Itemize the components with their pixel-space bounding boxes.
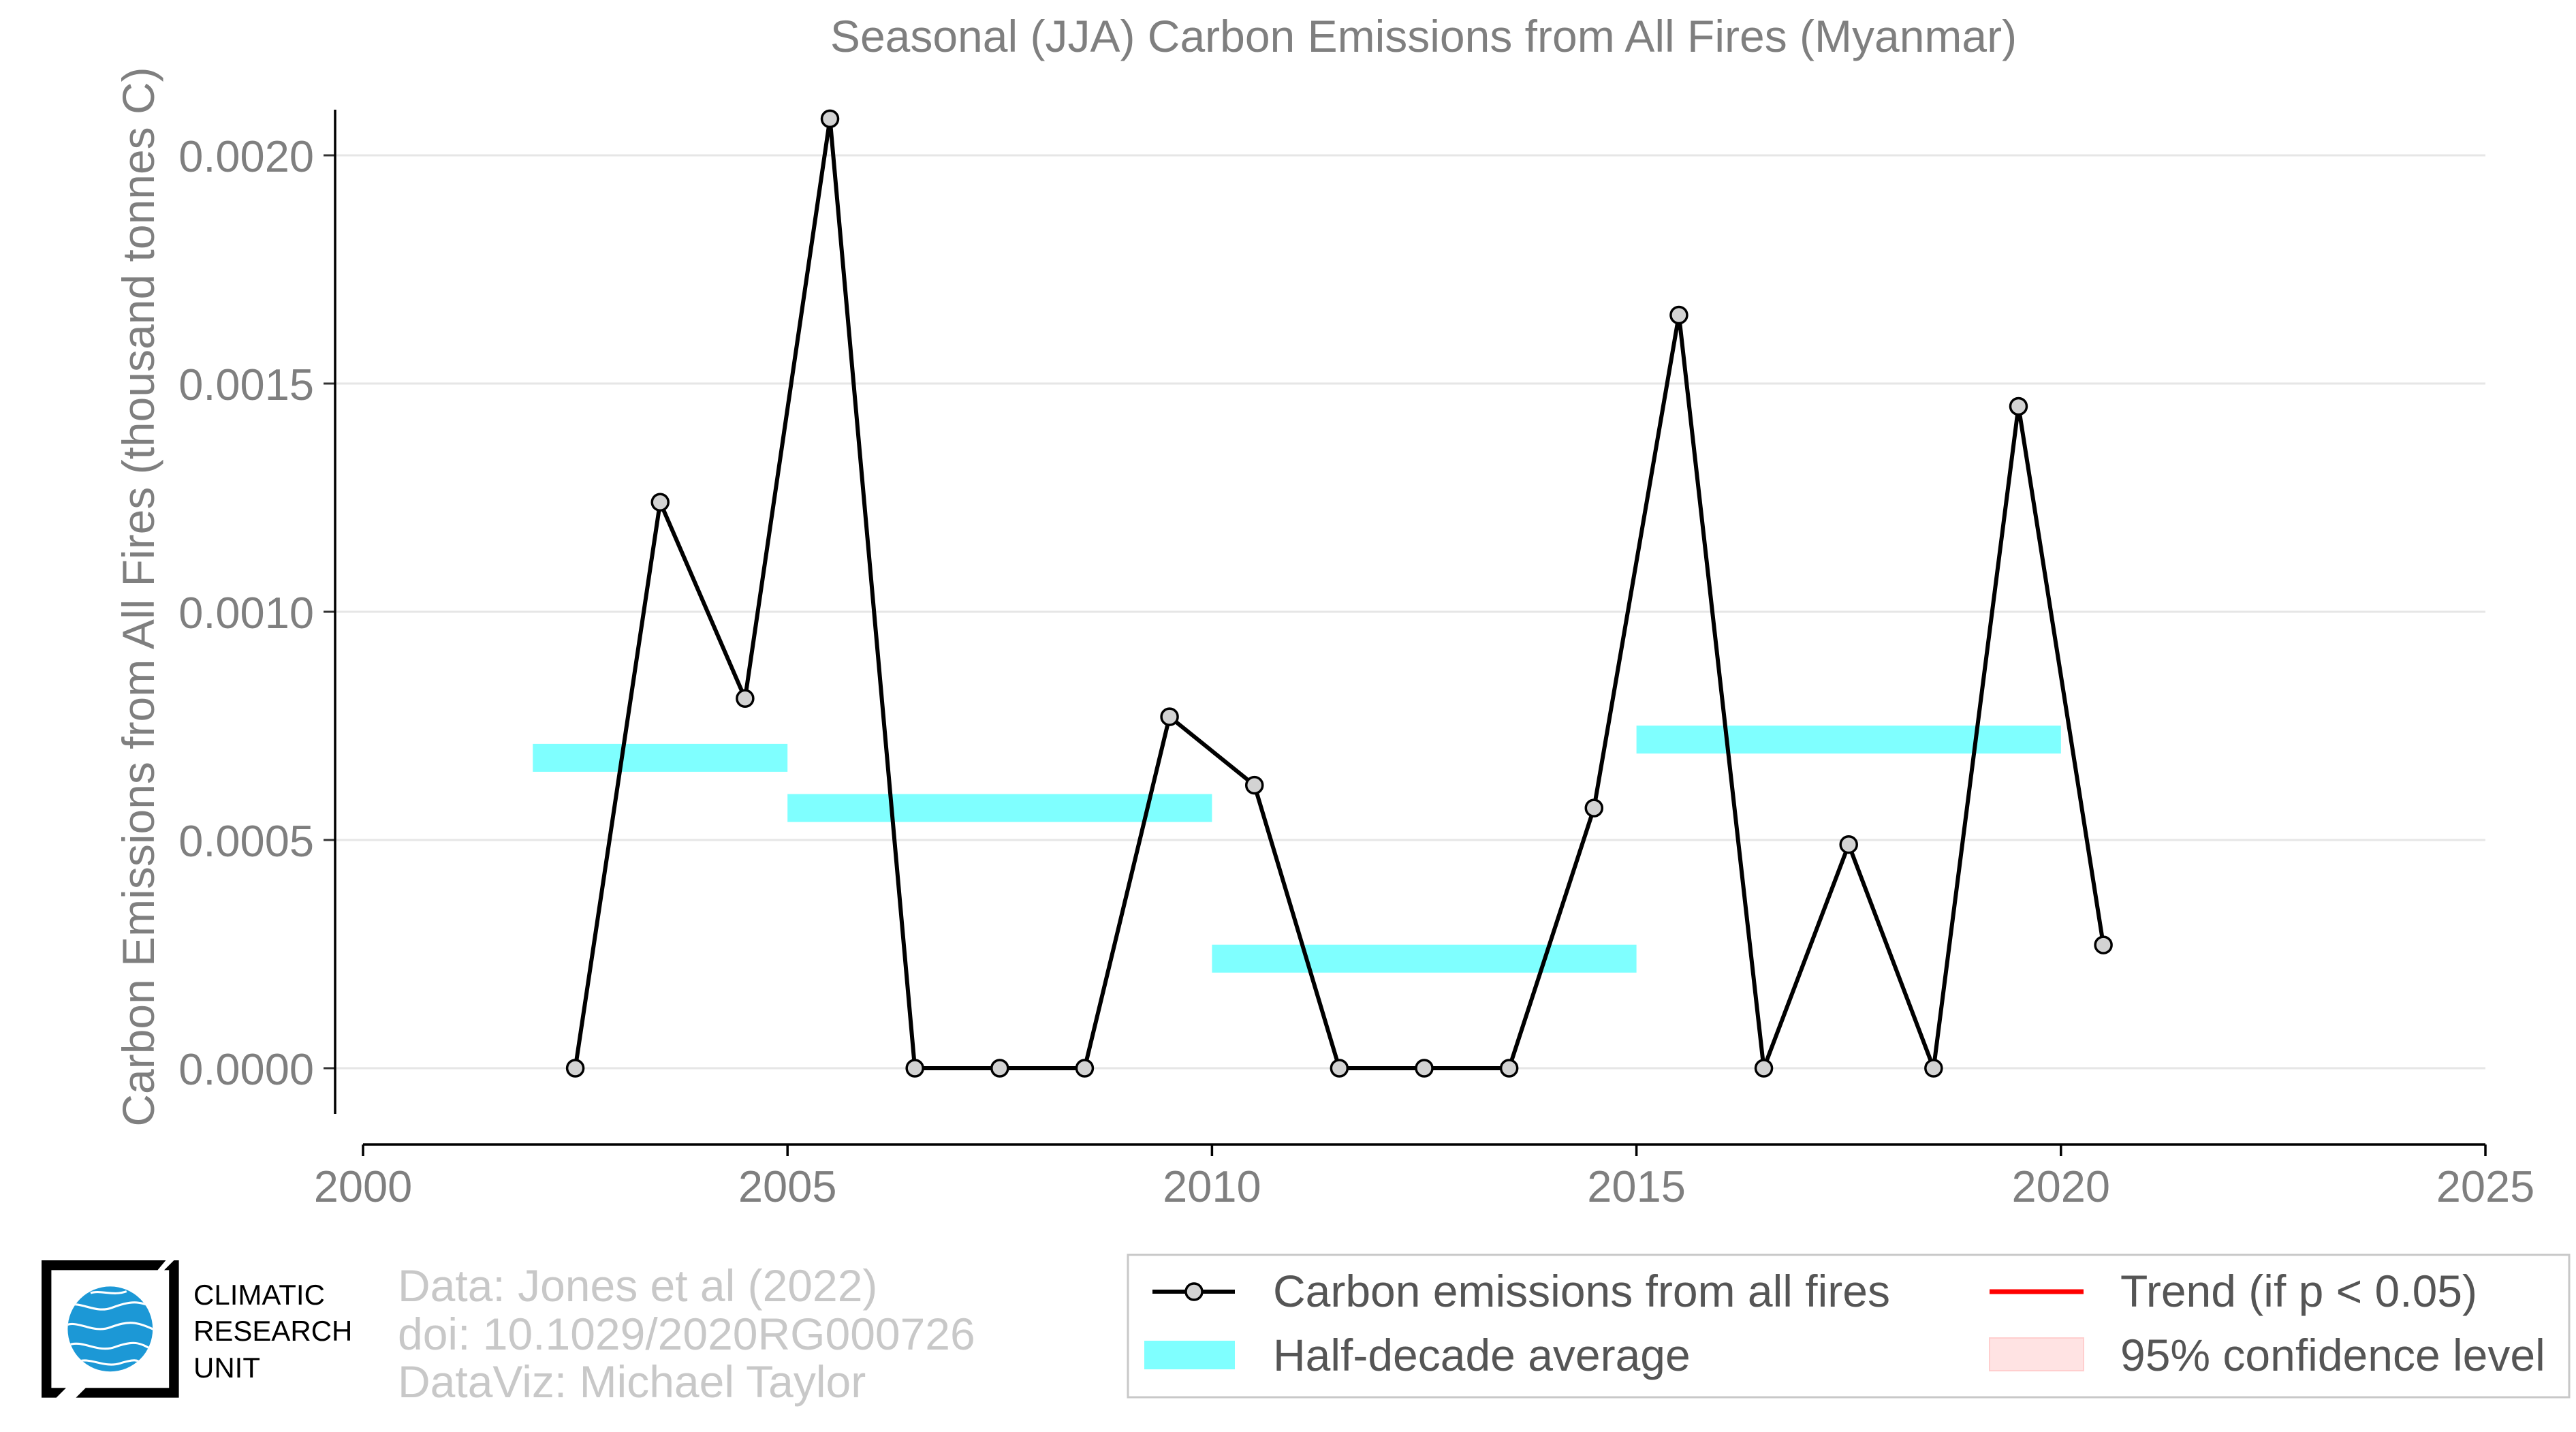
legend-item-half-decade-average: Half-decade average bbox=[1144, 1330, 1691, 1380]
chart-title: Seasonal (JJA) Carbon Emissions from All… bbox=[830, 11, 2017, 61]
emissions-point bbox=[650, 493, 670, 512]
half-decade-average-bar bbox=[1636, 726, 2061, 754]
emissions-point bbox=[905, 1059, 924, 1078]
emissions-point bbox=[1499, 1059, 1519, 1078]
emissions-series bbox=[565, 109, 2113, 1078]
x-tick-label: 2015 bbox=[1587, 1162, 1686, 1211]
half-decade-average-series bbox=[533, 726, 2061, 973]
y-axis-title: Carbon Emissions from All Fires (thousan… bbox=[113, 67, 163, 1126]
legend: Carbon emissions from all fires Half-dec… bbox=[1127, 1254, 2571, 1399]
emissions-point bbox=[1415, 1059, 1434, 1078]
y-tick-label: 0.0000 bbox=[178, 1044, 314, 1094]
x-tick-label: 2005 bbox=[738, 1162, 837, 1211]
emissions-point bbox=[1839, 835, 1858, 854]
legend-label: Trend (if p < 0.05) bbox=[2120, 1266, 2477, 1316]
legend-label: Half-decade average bbox=[1273, 1330, 1691, 1380]
logo-text-line: UNIT bbox=[193, 1352, 260, 1384]
legend-item-confidence: 95% confidence level bbox=[1989, 1330, 2545, 1380]
legend-box bbox=[1127, 1254, 2571, 1399]
credit-data-source: Data: Jones et al (2022) bbox=[398, 1260, 877, 1311]
legend-label: Carbon emissions from all fires bbox=[1273, 1266, 1890, 1316]
legend-item-trend: Trend (if p < 0.05) bbox=[1990, 1266, 2477, 1316]
x-tick-label: 2000 bbox=[314, 1162, 413, 1211]
legend-marker-swatch bbox=[1184, 1282, 1204, 1301]
emissions-point bbox=[1160, 707, 1179, 726]
half-decade-average-bar bbox=[787, 794, 1212, 822]
half-decade-average-bar bbox=[1212, 944, 1637, 973]
legend-item-emissions: Carbon emissions from all fires bbox=[1152, 1266, 1890, 1316]
emissions-point bbox=[736, 689, 755, 709]
logo-text-line: RESEARCH bbox=[193, 1315, 352, 1347]
emissions-point bbox=[1924, 1059, 1943, 1078]
emissions-point bbox=[1754, 1059, 1774, 1078]
x-tick-label: 2010 bbox=[1163, 1162, 1261, 1211]
credit-dataviz: DataViz: Michael Taylor bbox=[398, 1356, 866, 1407]
globe-swirl-icon bbox=[67, 1290, 153, 1366]
credit-doi: doi: 10.1029/2020RG000726 bbox=[398, 1309, 975, 1359]
half-decade-average-bar bbox=[533, 743, 788, 772]
emissions-point bbox=[820, 109, 840, 129]
globe-icon bbox=[67, 1286, 153, 1372]
emissions-point bbox=[2094, 935, 2113, 954]
emissions-point bbox=[2009, 396, 2028, 416]
y-tick-label: 0.0020 bbox=[178, 131, 314, 181]
x-tick-label: 2020 bbox=[2011, 1162, 2110, 1211]
legend-bar-swatch bbox=[1144, 1341, 1235, 1369]
y-tick-label: 0.0005 bbox=[178, 816, 314, 866]
logo-text-line: CLIMATIC bbox=[193, 1279, 325, 1311]
emissions-point bbox=[565, 1059, 585, 1078]
gridlines bbox=[335, 154, 2485, 1070]
cru-logo: CLIMATIC RESEARCH UNIT bbox=[42, 1260, 352, 1398]
legend-label: 95% confidence level bbox=[2120, 1330, 2545, 1380]
emissions-point bbox=[1669, 305, 1688, 325]
credits: Data: Jones et al (2022) doi: 10.1029/20… bbox=[398, 1260, 975, 1407]
axes: 0.0000 0.0005 0.0010 0.0015 0.0020 2000 2005 20… bbox=[178, 110, 2534, 1211]
emissions-point bbox=[1330, 1059, 1349, 1078]
emissions-point bbox=[1075, 1059, 1095, 1078]
emissions-point bbox=[1584, 798, 1604, 818]
x-tick-label: 2025 bbox=[2436, 1162, 2535, 1211]
y-tick-label: 0.0015 bbox=[178, 360, 314, 409]
y-tick-label: 0.0010 bbox=[178, 588, 314, 638]
emissions-point bbox=[1244, 775, 1264, 795]
emissions-point bbox=[990, 1059, 1009, 1078]
legend-confidence-swatch bbox=[1989, 1337, 2084, 1371]
